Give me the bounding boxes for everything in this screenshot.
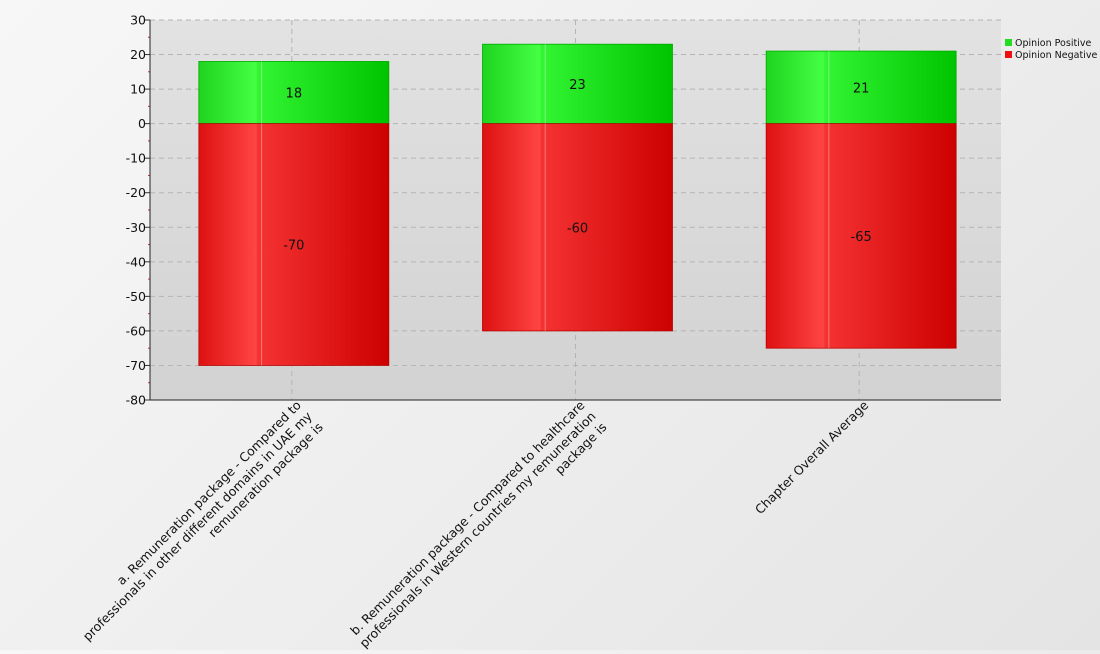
y-tick-label: -20 — [126, 185, 146, 200]
x-tick-label: a. Remuneration package - Compared topro… — [80, 398, 326, 644]
x-tick-label-line: a. Remuneration package - Compared to — [114, 398, 304, 588]
x-tick-label-line: professionals in Western countries my re… — [356, 408, 598, 650]
legend-swatch — [1005, 39, 1012, 46]
x-tick-label: Chapter Overall Average — [752, 397, 872, 517]
legend-label: Opinion Positive — [1015, 38, 1091, 49]
y-tick-label: 0 — [138, 116, 146, 131]
y-tick-label: 20 — [130, 47, 146, 62]
data-label: 21 — [853, 81, 870, 96]
data-label: 23 — [569, 78, 586, 93]
bar-positive-2 — [765, 50, 957, 125]
y-tick-label: -40 — [126, 254, 146, 269]
data-label: -65 — [851, 230, 872, 245]
x-tick-label-line: professionals in other different domains… — [80, 408, 316, 644]
bar-negative-2 — [765, 123, 957, 349]
data-labels: 18 23 21 -70 -60 -65 — [283, 78, 872, 254]
bar-negative-0 — [198, 123, 390, 366]
y-tick-label: -50 — [126, 289, 146, 304]
x-tick-label: b. Remuneration package - Compared to he… — [347, 397, 609, 650]
bar-positive-0 — [198, 61, 390, 125]
legend-label: Opinion Negative — [1015, 50, 1097, 61]
bar-positive-1 — [482, 43, 673, 125]
data-label: 18 — [286, 87, 303, 102]
data-label: -60 — [567, 221, 588, 236]
y-tick-label: 30 — [130, 13, 146, 28]
y-tick-label: 10 — [130, 82, 146, 97]
x-tick-labels: a. Remuneration package - Compared topro… — [80, 397, 872, 650]
bars — [198, 43, 957, 366]
axes: 30 20 10 0 -10 -20 -30 -40 -50 -60 -70 -80 — [126, 13, 1001, 408]
x-tick-label-line: Chapter Overall Average — [752, 397, 872, 517]
data-label: -70 — [283, 239, 304, 254]
y-tick-label: -30 — [126, 220, 146, 235]
bar-negative-1 — [482, 123, 673, 332]
y-tick-label: -80 — [126, 393, 146, 408]
y-tick-label: -70 — [126, 358, 146, 373]
x-tick-label-line: b. Remuneration package - Compared to he… — [347, 397, 588, 638]
y-tick-label: -10 — [126, 151, 146, 166]
y-tick-label: -60 — [126, 323, 146, 338]
legend-swatch — [1005, 51, 1012, 58]
